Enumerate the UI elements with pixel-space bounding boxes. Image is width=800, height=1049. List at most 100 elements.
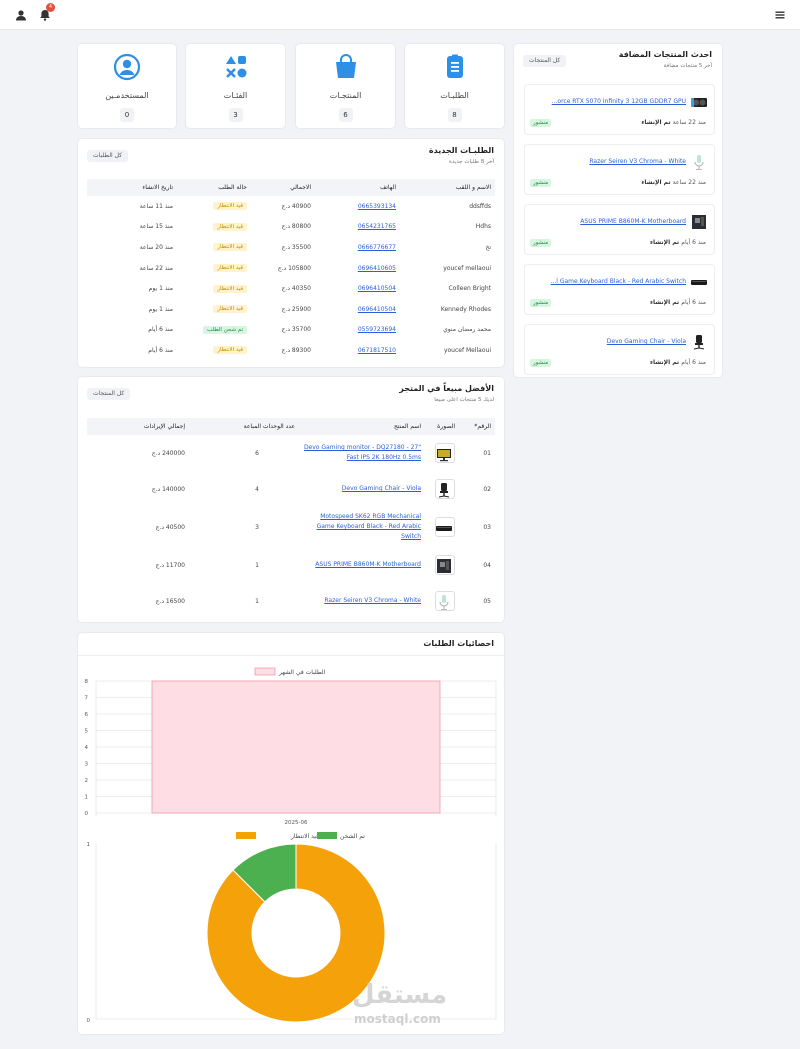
product-name-link[interactable]: ...l Game Keyboard Black - Red Arabic Sw…	[550, 278, 686, 285]
status-badge: تم شحن الطلب	[203, 325, 247, 334]
product-created-date: منذ 6 أيام تم الإنشاء	[650, 299, 706, 306]
table-row: ddsffds 0665393134 40900 د.ج قيد الانتظار من…	[87, 196, 495, 217]
product-name-link[interactable]: Razer Seiren V3 Chroma - White	[589, 158, 686, 165]
keyboard-thumb	[435, 517, 455, 537]
created-date-value: منذ 22 ساعة	[672, 119, 706, 126]
y-tick-label: 7	[85, 696, 89, 702]
product-name-link[interactable]: Devo Gaming Chair - Viola	[341, 485, 421, 492]
legend-label: قيد الانتظار	[290, 833, 319, 840]
order-stats-card: احصائيات الطلبات 0 1 2 3 4 5 6 7 8 2025-06 الطلبات…	[77, 632, 505, 1035]
stat-card-products[interactable]: المنتجـات 6	[295, 43, 396, 129]
stat-card-orders[interactable]: الطلبـات 8	[404, 43, 505, 129]
stat-label: الفئـات	[223, 91, 248, 100]
order-date: منذ 1 يوم	[148, 285, 173, 293]
product-revenue: 240000 د.ج	[151, 449, 185, 457]
order-phone-link[interactable]: 0696410504	[357, 305, 396, 313]
y-tick-label: 6	[85, 712, 89, 718]
units-sold: 3	[255, 523, 259, 531]
chair-thumb	[435, 479, 455, 499]
table-row: youcef Mellaoui 0671817510 89300 د.ج قيد ال…	[87, 340, 495, 361]
order-customer-name: تخ	[485, 243, 491, 251]
product-created-date: منذ 22 ساعة تم الإنشاء	[641, 119, 706, 126]
latest-product-item[interactable]: ...orce RTX 5070 Infinity 3 12GB GDDR7 G…	[524, 84, 715, 135]
y-tick-label: 3	[85, 762, 89, 768]
latest-products-title: احدث المنتجات المضافة	[618, 50, 712, 59]
order-customer-name: ddsffds	[469, 202, 491, 210]
pie-slice[interactable]	[232, 843, 297, 903]
product-revenue: 11700 د.ج	[155, 561, 185, 569]
latest-product-item[interactable]: ...l Game Keyboard Black - Red Arabic Sw…	[524, 264, 715, 315]
bell-icon[interactable]: 4	[37, 3, 55, 23]
legend-swatch[interactable]	[236, 832, 256, 839]
table-row: Hdhs 0654231765 80800 د.ج قيد الانتظار منذ 1…	[87, 217, 495, 238]
status-badge: قيد الانتظار	[213, 222, 247, 231]
legend-label: الطلبات في الشهر	[278, 669, 326, 676]
notification-badge: 4	[46, 3, 55, 12]
units-sold: 4	[255, 485, 259, 493]
product-name-link[interactable]: Motospeed SK62 RGB Mechanical Game Keybo…	[316, 513, 421, 540]
menu-icon[interactable]	[772, 7, 788, 23]
product-name-link[interactable]: Razer Seiren V3 Chroma - White	[324, 597, 421, 604]
status-badge: قيد الانتظار	[213, 305, 247, 314]
status-badge: منشور	[530, 359, 552, 367]
order-total: 25900 د.ج	[281, 305, 311, 313]
product-name-link[interactable]: ASUS PRIME B860M-K Motherboard	[315, 561, 421, 568]
status-badge: قيد الانتظار	[213, 202, 247, 211]
status-badge: منشور	[530, 239, 552, 247]
order-phone-link[interactable]: 0665393134	[357, 202, 396, 210]
created-label: تم الإنشاء	[649, 299, 680, 306]
best-sellers-table: الرقم* الصورة اسم المنتج عدد الوحدات الم…	[87, 418, 495, 619]
table-row: Kennedy Rhodes 0696410504 25900 د.ج قيد الا…	[87, 299, 495, 320]
status-badge: منشور	[530, 179, 552, 187]
watermark-logo: مستقل	[352, 980, 448, 1010]
table-row: Colleen Bright 0696410504 40350 د.ج قيد الا…	[87, 278, 495, 299]
stat-card-users[interactable]: المستخدمـين 0	[77, 43, 177, 129]
all-products-button[interactable]: كل المنتجات	[87, 388, 131, 400]
table-row: 05 Razer Seiren V3 Chroma - White 1 16500 د…	[87, 583, 495, 619]
created-date-value: منذ 6 أيام	[681, 359, 706, 366]
order-phone-link[interactable]: 0654231765	[357, 223, 396, 231]
product-name-link[interactable]: ...orce RTX 5070 Infinity 3 12GB GDDR7 G…	[551, 98, 686, 105]
product-rank: 04	[483, 561, 491, 569]
top-bar: 4	[0, 0, 800, 30]
bar[interactable]	[151, 680, 441, 814]
latest-product-item[interactable]: Razer Seiren V3 Chroma - White منذ 22 ساع…	[524, 144, 715, 195]
all-orders-button[interactable]: كل الطلبات	[87, 150, 128, 162]
order-phone-link[interactable]: 0696410605	[357, 264, 396, 272]
stat-value: 6	[338, 108, 353, 122]
legend-swatch[interactable]	[317, 832, 337, 839]
stat-card-categories[interactable]: الفئـات 3	[185, 43, 286, 129]
created-date-value: منذ 6 أيام	[681, 299, 706, 306]
column-header: عدد الوحدات المباعة	[189, 418, 299, 435]
user-icon[interactable]	[13, 7, 29, 23]
user-circle-icon	[113, 53, 141, 81]
order-total: 40900 د.ج	[281, 202, 311, 210]
order-total: 80800 د.ج	[281, 223, 311, 231]
table-row: 03 Motospeed SK62 RGB Mechanical Game Key…	[87, 507, 495, 547]
order-phone-link[interactable]: 0559723694	[357, 326, 396, 334]
watermark-domain: mostaql.com	[354, 1012, 441, 1026]
product-name-link[interactable]: Devo Gaming Chair - Viola	[606, 338, 686, 345]
table-row: تخ 0666776677 35500 د.ج قيد الانتظار منذ 20 …	[87, 237, 495, 258]
legend-swatch[interactable]	[254, 667, 276, 676]
x-tick-label: 2025-06	[285, 820, 308, 826]
new-orders-title: الطلبـات الجديدة	[428, 146, 494, 155]
latest-product-item[interactable]: Devo Gaming Chair - Viola منذ 6 أيام تم ا…	[524, 324, 715, 375]
created-label: تم الإنشاء	[641, 179, 671, 186]
all-products-button[interactable]: كل المنتجات	[523, 55, 567, 67]
latest-products-card: احدث المنتجات المضافة آخر 5 منتجات مضافة…	[513, 43, 723, 378]
latest-product-item[interactable]: ASUS PRIME B860M-K Motherboard منذ 6 أيام…	[524, 204, 715, 255]
best-sellers-subtitle: لديك 5 منتجات اعلى مبيعا	[434, 397, 494, 403]
clipboard-icon	[441, 53, 469, 81]
order-date: منذ 20 ساعة	[139, 243, 173, 251]
order-phone-link[interactable]: 0696410504	[357, 285, 396, 293]
column-header: إجمالي الإيرادات	[87, 418, 189, 435]
order-phone-link[interactable]: 0666776677	[357, 243, 396, 251]
product-name-link[interactable]: Devo Gaming monitor - DQ27180 - 27" Fast…	[303, 444, 421, 461]
order-customer-name: youcef mellaoui	[443, 264, 491, 272]
y-tick-label: 8	[85, 679, 89, 685]
order-customer-name: Kennedy Rhodes	[440, 305, 491, 313]
shopping-bag-icon	[332, 53, 360, 81]
order-phone-link[interactable]: 0671817510	[357, 346, 396, 354]
product-name-link[interactable]: ASUS PRIME B860M-K Motherboard	[580, 218, 686, 225]
